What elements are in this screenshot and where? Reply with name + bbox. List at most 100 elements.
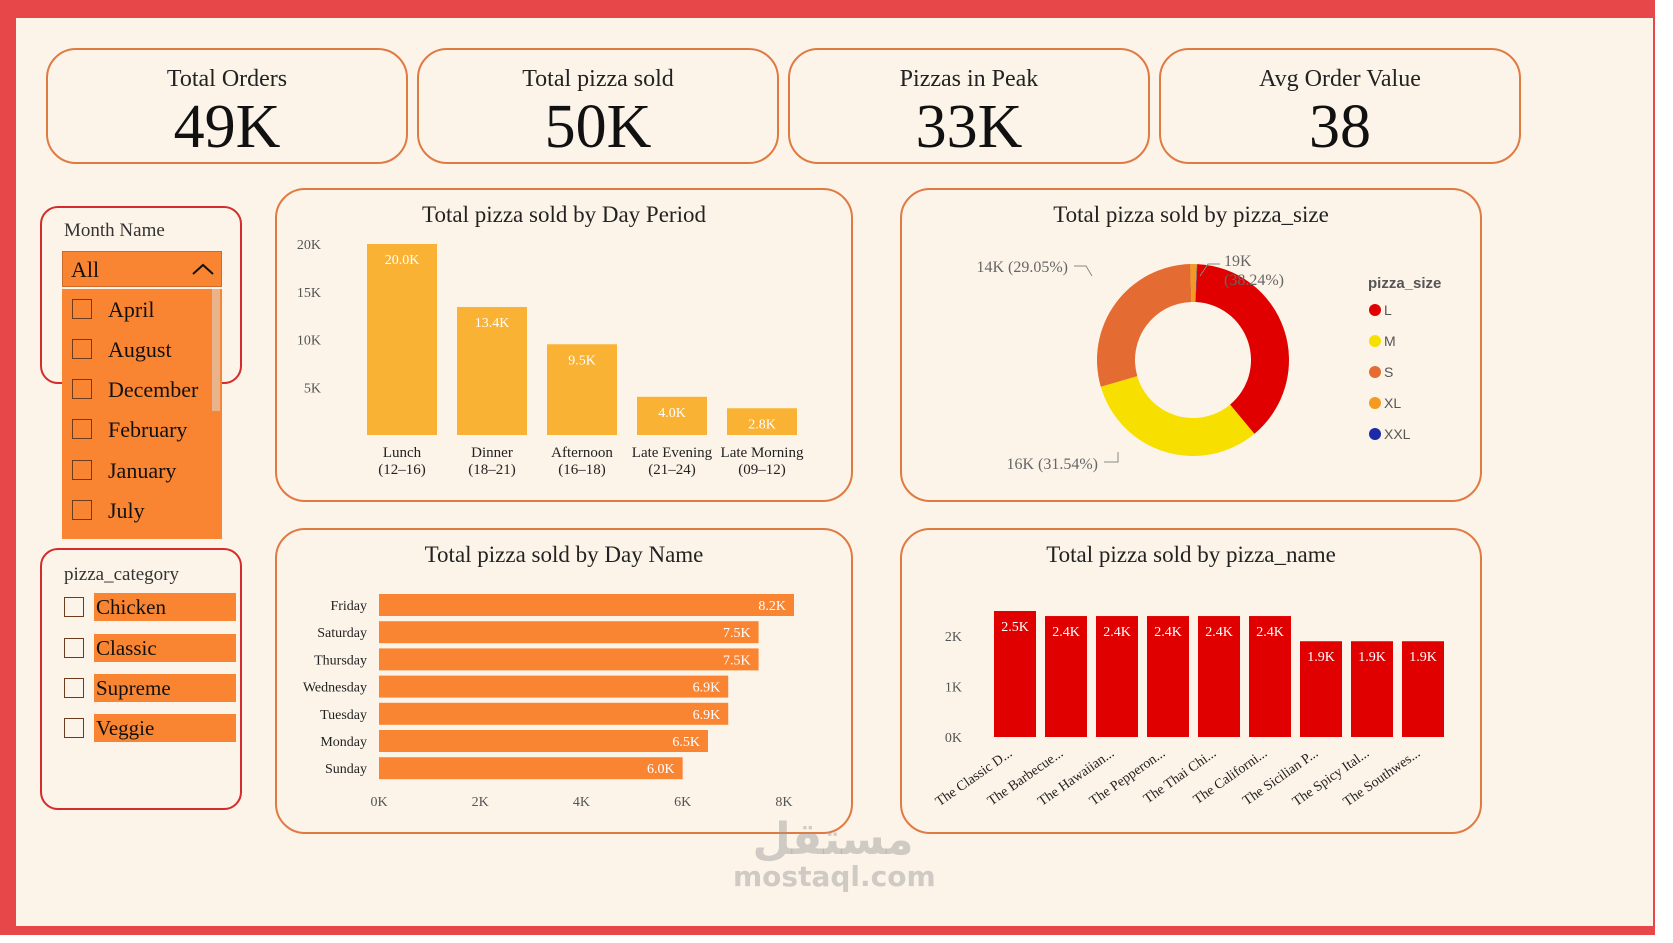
data-label: 8.2K — [758, 599, 786, 614]
bar — [1402, 641, 1444, 737]
x-tick-label: 4K — [573, 795, 590, 810]
kpi-title: Total pizza sold — [522, 66, 674, 92]
bar — [1249, 616, 1291, 737]
donut-slice — [1100, 376, 1255, 456]
y-tick-label: 5K — [304, 381, 321, 396]
data-label: 2.5K — [1001, 620, 1029, 635]
x-tick-label: 0K — [370, 795, 387, 810]
donut-slice — [1190, 264, 1197, 303]
month-option-label: July — [108, 498, 145, 523]
y-tick-label: Sunday — [325, 762, 367, 777]
bar — [379, 621, 759, 644]
y-tick-label: 10K — [297, 334, 321, 349]
watermark: مستقل mostaql.com — [733, 814, 936, 893]
y-tick-label: 1K — [945, 681, 962, 696]
data-label: 4.0K — [658, 406, 686, 421]
legend-marker — [1369, 366, 1381, 378]
legend-marker — [1369, 428, 1381, 440]
category-option-label: Veggie — [94, 714, 236, 742]
month-option-label: January — [108, 458, 177, 483]
checkbox-icon[interactable] — [72, 339, 92, 359]
data-label: 2.4K — [1154, 625, 1182, 640]
x-tick-label: Late Morning — [721, 445, 804, 461]
data-label: 19K — [1224, 253, 1252, 270]
checkbox-icon[interactable] — [64, 718, 84, 738]
kpi-card-total-orders: Total Orders 49K — [46, 48, 408, 164]
checkbox-icon[interactable] — [72, 500, 92, 520]
bar — [637, 396, 707, 435]
category-option-label: Chicken — [94, 593, 236, 621]
legend-marker — [1369, 397, 1381, 409]
chart-title: Total pizza sold by Day Name — [424, 542, 704, 567]
leader-line — [1199, 263, 1220, 277]
data-label: 20.0K — [385, 253, 420, 268]
bar — [727, 408, 797, 435]
month-dropdown-value: All — [71, 257, 100, 282]
legend-title: pizza_size — [1368, 275, 1441, 292]
data-label: 16K (31.54%) — [1006, 456, 1098, 473]
chart-title: Total pizza sold by Day Period — [422, 202, 706, 227]
checkbox-icon[interactable] — [64, 678, 84, 698]
checkbox-icon[interactable] — [72, 299, 92, 319]
checkbox-icon[interactable] — [72, 419, 92, 439]
data-label: 6.9K — [693, 681, 721, 696]
kpi-title: Total Orders — [166, 66, 288, 92]
y-tick-label: 20K — [297, 238, 321, 253]
donut-slice — [1195, 264, 1198, 303]
bar — [1351, 641, 1393, 737]
y-tick-label: Saturday — [317, 626, 367, 641]
x-tick-label: (09–12) — [738, 462, 786, 478]
month-option-label: February — [108, 417, 188, 442]
x-tick-label: 6K — [674, 795, 691, 810]
data-label: 2.8K — [748, 417, 776, 432]
category-option-label: Supreme — [94, 674, 236, 702]
data-label: 13.4K — [475, 316, 510, 331]
chevron-up-icon[interactable] — [191, 260, 215, 278]
chart-title: Total pizza sold by pizza_size — [1053, 202, 1329, 227]
x-tick-label: 8K — [775, 795, 792, 810]
legend-marker — [1369, 335, 1381, 347]
month-option-label: December — [108, 377, 199, 402]
bar — [457, 307, 527, 435]
data-label: 2.4K — [1052, 625, 1080, 640]
data-label: 6.5K — [672, 735, 700, 750]
y-tick-label: Monday — [320, 735, 367, 750]
chart-card-day-period: Total pizza sold by Day Period 20K 15K 10K… — [275, 188, 853, 502]
y-tick-label: Wednesday — [303, 681, 367, 696]
category-option-label: Classic — [94, 634, 236, 662]
data-label: 1.9K — [1409, 650, 1437, 665]
bar — [1147, 616, 1189, 737]
chart-title: Total pizza sold by pizza_name — [1046, 542, 1336, 567]
watermark-latin: mostaql.com — [733, 860, 936, 893]
month-dropdown[interactable]: All — [62, 251, 222, 287]
data-label: 2.4K — [1205, 625, 1233, 640]
checkbox-icon[interactable] — [72, 379, 92, 399]
bar — [1300, 641, 1342, 737]
checkbox-icon[interactable] — [64, 638, 84, 658]
data-label: 7.5K — [723, 626, 751, 641]
x-tick-label: (16–18) — [558, 462, 606, 478]
month-options-list: April August December February January J… — [62, 289, 222, 539]
donut-slice — [1195, 264, 1289, 434]
bar — [379, 730, 708, 752]
month-option-label: April — [108, 297, 155, 322]
data-label: 7.5K — [723, 653, 751, 668]
checkbox-icon[interactable] — [64, 597, 84, 617]
data-label: 6.0K — [647, 762, 675, 777]
x-tick-label: 2K — [472, 795, 489, 810]
bar — [994, 611, 1036, 737]
x-tick-label: Dinner — [471, 445, 513, 461]
y-tick-label: 0K — [945, 731, 962, 746]
watermark-arabic: مستقل — [752, 814, 914, 865]
bar — [367, 244, 437, 435]
y-tick-label: Tuesday — [320, 708, 367, 723]
month-list-scrollbar[interactable] — [212, 289, 220, 411]
chart-card-pizza-size: Total pizza sold by pizza_size 19K (38.24… — [900, 188, 1482, 502]
legend-label: S — [1384, 364, 1393, 380]
kpi-value: 50K — [544, 93, 652, 161]
leader-line — [1104, 452, 1119, 463]
checkbox-icon[interactable] — [72, 460, 92, 480]
bar — [1198, 616, 1240, 737]
bar — [379, 675, 729, 698]
